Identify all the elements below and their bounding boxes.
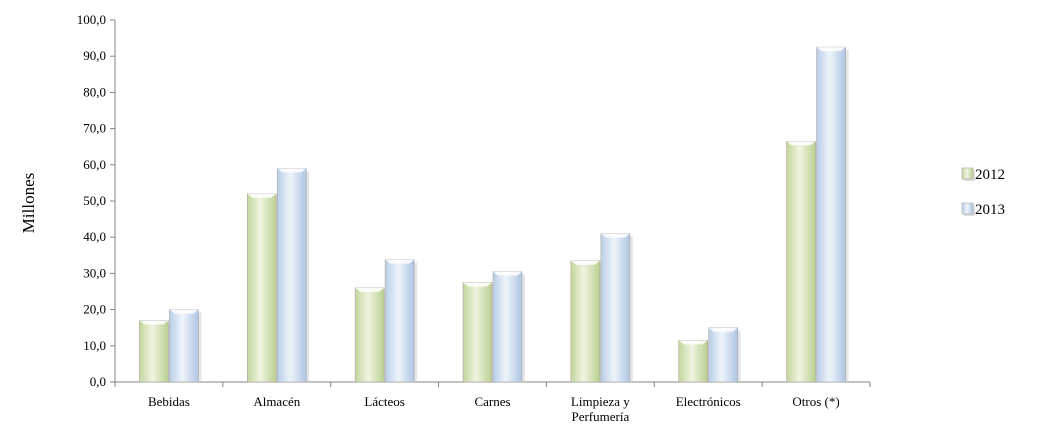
x-tick-label: Limpieza y <box>571 394 630 409</box>
bar-body <box>492 271 523 383</box>
bar-bevel <box>600 233 630 238</box>
bar-bevel <box>247 193 277 198</box>
y-tick-label: 90,0 <box>83 48 106 63</box>
bar-2013-2 <box>384 259 418 383</box>
bar-body <box>816 46 846 383</box>
bar-2013-0 <box>169 309 202 383</box>
y-tick-label: 100,0 <box>77 12 106 27</box>
bar-bevel <box>355 287 385 292</box>
bar-2013-4 <box>600 233 633 383</box>
y-tick-label: 0,0 <box>90 374 106 389</box>
bar-bevel <box>678 340 708 345</box>
bar-2012-5 <box>678 340 711 383</box>
bar-bevel <box>786 141 816 146</box>
bar-body <box>246 193 277 383</box>
bar-bevel <box>139 320 169 325</box>
y-tick-label: 80,0 <box>83 84 106 99</box>
bar-bevel <box>277 168 307 173</box>
x-tick-label: Otros (*) <box>792 394 839 409</box>
bar-2013-3 <box>492 271 525 383</box>
bar-bevel <box>385 259 415 264</box>
bar-2013-1 <box>276 168 310 383</box>
y-tick-label: 60,0 <box>83 157 106 172</box>
x-tick-label: Electrónicos <box>676 394 741 409</box>
y-tick-label: 40,0 <box>83 229 106 244</box>
bar-2012-2 <box>354 287 388 383</box>
bar-bevel <box>463 282 492 287</box>
legend-item-2012: 2012 <box>961 167 1005 183</box>
bar-body <box>276 168 307 383</box>
bar-body <box>570 260 601 383</box>
bar-bevel <box>169 309 199 314</box>
legend-item-2013: 2013 <box>961 202 1005 218</box>
legend-swatch <box>961 202 974 215</box>
bar-body <box>384 259 415 383</box>
bar-2012-4 <box>570 260 603 383</box>
bar-2013-5 <box>708 327 741 383</box>
y-axis-title: Millones <box>19 173 38 233</box>
bar-body <box>139 320 169 383</box>
bar-bevel <box>493 271 522 276</box>
bar-bevel <box>708 327 738 332</box>
bar-bevel <box>816 47 846 52</box>
bar-body <box>600 233 631 383</box>
bar-2012-1 <box>246 193 280 383</box>
y-tick-label: 30,0 <box>83 265 106 280</box>
bar-body <box>169 309 199 383</box>
bar-body <box>786 140 816 383</box>
bar-2012-3 <box>462 282 495 383</box>
y-tick-label: 20,0 <box>83 302 106 317</box>
legend-label: 2012 <box>975 167 1005 183</box>
x-tick-label: Almacén <box>253 394 300 409</box>
labels: 0,0 10,0 20,0 30,0 40,0 50,0 60,0 70,0 80,0 90,0 1… <box>19 12 840 424</box>
y-tick-label: 10,0 <box>83 338 106 353</box>
bar-body <box>354 287 385 383</box>
x-tick-label: Carnes <box>474 394 510 409</box>
legend-swatch <box>961 167 974 180</box>
bar-body <box>462 282 493 383</box>
y-tick-label: 70,0 <box>83 121 106 136</box>
bar-2012-6 <box>786 140 819 383</box>
bar-2013-6 <box>816 46 849 383</box>
legend-label: 2013 <box>975 202 1005 218</box>
x-tick-label: Perfumería <box>571 409 629 424</box>
x-tick-label: Lácteos <box>364 394 404 409</box>
bar-bevel <box>570 260 600 265</box>
bars <box>139 46 849 383</box>
legend: 2012 2013 <box>961 167 1005 218</box>
x-tick-label: Bebidas <box>148 394 190 409</box>
y-tick-label: 50,0 <box>83 193 106 208</box>
bar-body <box>678 340 709 383</box>
bar-2012-0 <box>139 320 172 383</box>
bar-body <box>708 327 739 383</box>
